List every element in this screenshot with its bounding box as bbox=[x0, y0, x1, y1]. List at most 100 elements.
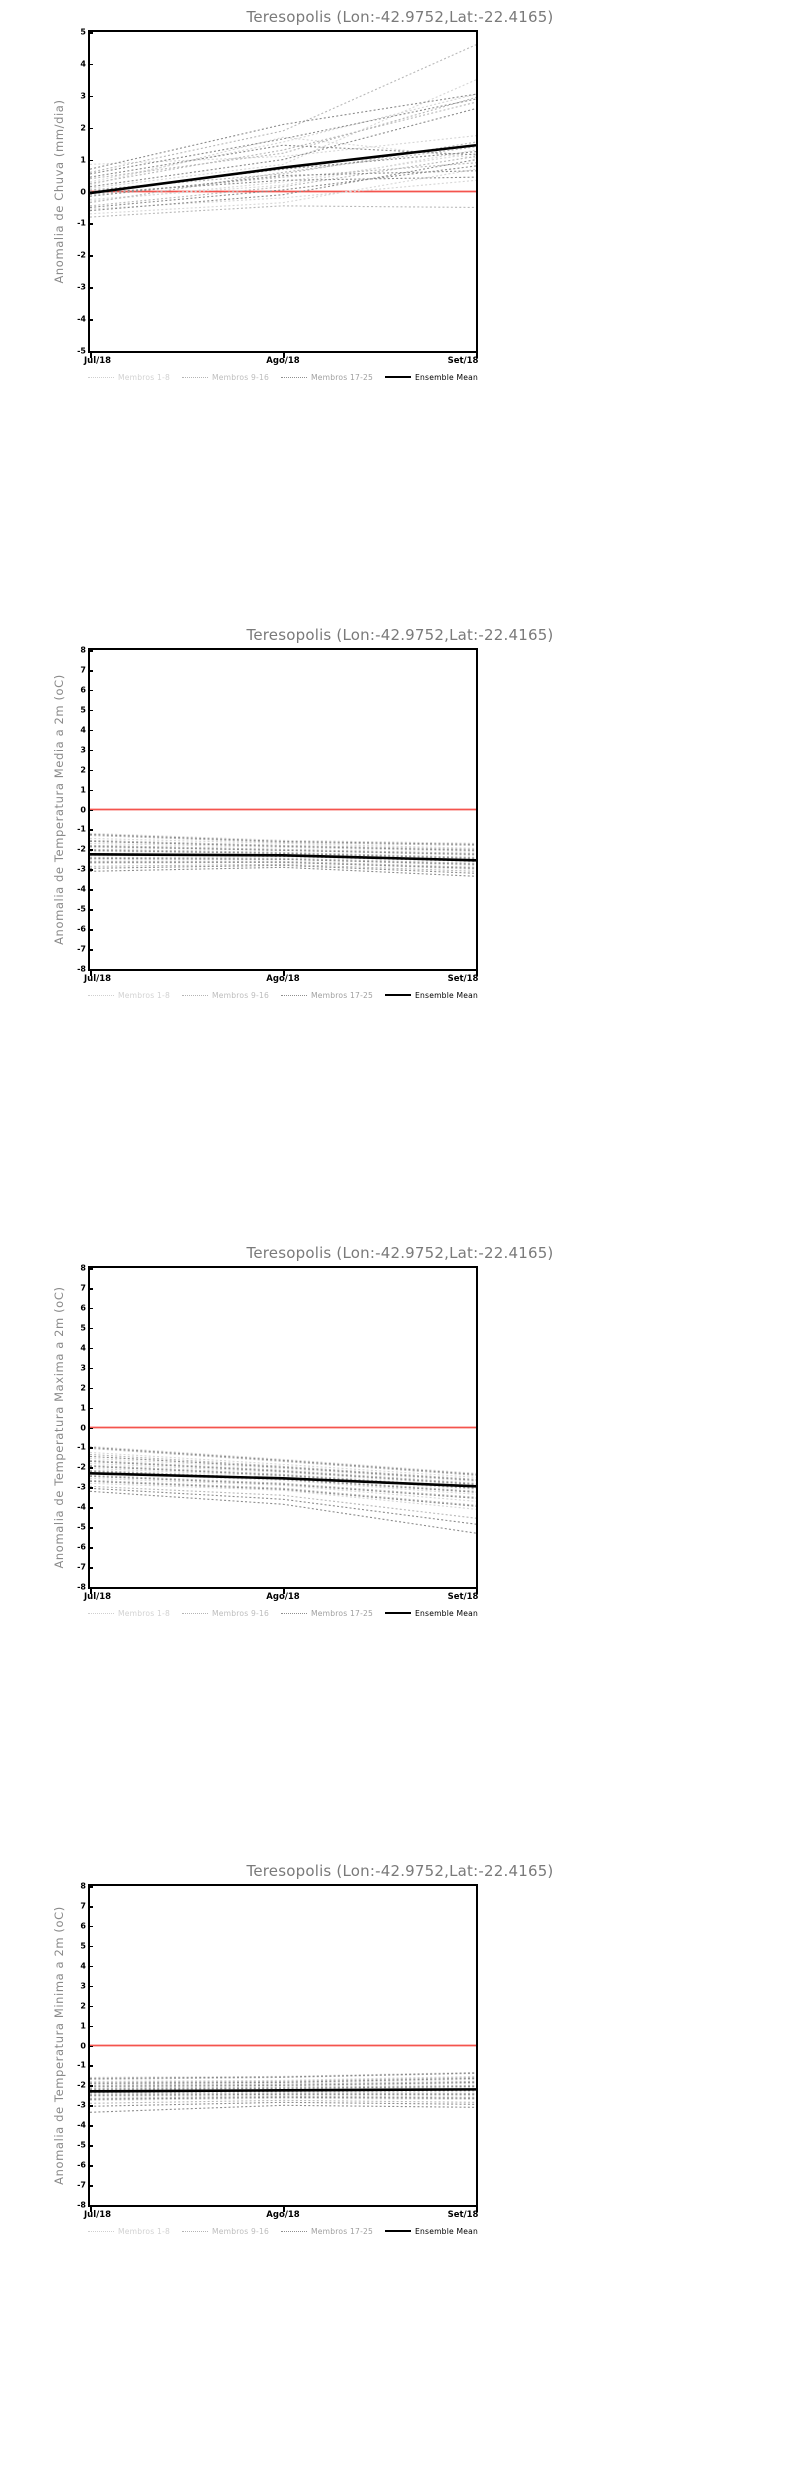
member-line bbox=[90, 1462, 476, 1486]
y-tick-mark bbox=[88, 949, 93, 951]
series-canvas bbox=[90, 808, 476, 877]
member-line bbox=[90, 2090, 476, 2094]
y-tick-label: -5 bbox=[77, 904, 86, 914]
member-line bbox=[90, 1459, 476, 1484]
y-tick-mark bbox=[88, 95, 93, 98]
legend-swatch-icon bbox=[281, 1612, 307, 1614]
y-tick-label: 3 bbox=[80, 745, 86, 755]
y-tick-mark bbox=[88, 1507, 93, 1509]
member-line bbox=[90, 205, 476, 218]
legend-item[interactable]: Membros 9-16 bbox=[181, 1609, 269, 1618]
y-tick-label: 3 bbox=[80, 1981, 86, 1991]
legend-label: Ensemble Mean bbox=[415, 372, 478, 382]
y-tick-mark bbox=[88, 1287, 93, 1290]
y-axis-ticks: -8 -7 -6 -5 -4 -3 -2 -1 0 1 2 3 4 5 6 7 8 bbox=[68, 646, 86, 974]
member-line bbox=[90, 155, 476, 207]
member-line bbox=[90, 863, 476, 872]
y-tick-mark bbox=[88, 1307, 93, 1310]
y-tick-label: -5 bbox=[77, 346, 86, 356]
legend-label: Membros 9-16 bbox=[211, 990, 270, 1000]
y-tick-mark bbox=[88, 1547, 93, 1549]
y-tick-mark bbox=[88, 1367, 93, 1370]
y-tick-mark bbox=[88, 1945, 93, 1948]
y-tick-label: 5 bbox=[80, 1323, 86, 1333]
y-axis-title: Anomalia de Chuva (mm/dia) bbox=[52, 99, 66, 284]
legend-label: Ensemble Mean bbox=[415, 990, 478, 1000]
x-tick-label: Set/18 bbox=[447, 2210, 479, 2220]
legend-item[interactable]: Membros 17-25 bbox=[281, 1609, 373, 1618]
y-tick-mark bbox=[88, 769, 93, 772]
legend-item[interactable]: Membros 17-25 bbox=[281, 2227, 373, 2236]
y-tick-mark bbox=[88, 2005, 93, 2008]
legend-item[interactable]: Membros 17-25 bbox=[281, 373, 373, 382]
legend-item[interactable]: Membros 1-8 bbox=[88, 373, 170, 382]
x-tick-label: Set/18 bbox=[447, 1592, 479, 1602]
plot-inner bbox=[90, 1268, 476, 1587]
member-line bbox=[90, 146, 476, 204]
x-axis-ticks: Jul/18 Ago/18 Set/18 bbox=[84, 974, 478, 988]
x-tick-label: Set/18 bbox=[447, 356, 479, 366]
x-tick-label: Jul/18 bbox=[84, 2210, 112, 2220]
y-tick-label: 3 bbox=[80, 1363, 86, 1373]
legend-item[interactable]: Ensemble Mean bbox=[385, 991, 478, 1000]
member-line bbox=[90, 44, 476, 173]
y-tick-label: 1 bbox=[80, 785, 86, 795]
y-tick-mark bbox=[88, 2105, 93, 2107]
y-tick-label: 4 bbox=[80, 1343, 86, 1353]
y-axis-ticks: -8 -7 -6 -5 -4 -3 -2 -1 0 1 2 3 4 5 6 7 8 bbox=[68, 1882, 86, 2210]
legend-item[interactable]: Membros 1-8 bbox=[88, 2227, 170, 2236]
y-tick-mark bbox=[88, 2045, 93, 2048]
legend-item[interactable]: Membros 9-16 bbox=[181, 373, 269, 382]
member-line bbox=[90, 1457, 476, 1482]
y-tick-label: 5 bbox=[80, 1941, 86, 1951]
series-canvas bbox=[90, 2044, 476, 2113]
x-tick-mark bbox=[476, 971, 478, 976]
legend-item[interactable]: Ensemble Mean bbox=[385, 2227, 478, 2236]
legend-swatch-icon bbox=[88, 1612, 114, 1614]
legend-label: Membros 17-25 bbox=[311, 1608, 374, 1618]
member-line bbox=[90, 93, 476, 170]
legend-item[interactable]: Membros 1-8 bbox=[88, 991, 170, 1000]
y-tick-label: 8 bbox=[80, 1263, 86, 1273]
y-tick-mark bbox=[88, 1427, 93, 1430]
y-tick-mark bbox=[88, 1527, 93, 1529]
legend-label: Membros 17-25 bbox=[311, 2226, 374, 2236]
member-line bbox=[90, 2076, 476, 2083]
legend-item[interactable]: Membros 1-8 bbox=[88, 1609, 170, 1618]
legend-label: Membros 1-8 bbox=[118, 2226, 171, 2236]
y-tick-mark bbox=[88, 1587, 93, 1589]
member-line bbox=[90, 2093, 476, 2096]
x-axis-ticks: Jul/18 Ago/18 Set/18 bbox=[84, 356, 479, 370]
plot-inner bbox=[90, 1886, 476, 2205]
member-line bbox=[90, 2078, 476, 2085]
x-tick-mark bbox=[476, 2207, 478, 2212]
legend-swatch-icon bbox=[181, 376, 208, 378]
legend-label: Ensemble Mean bbox=[415, 2226, 478, 2236]
member-line bbox=[90, 165, 476, 208]
member-line bbox=[90, 2075, 476, 2082]
legend-item[interactable]: Membros 9-16 bbox=[181, 990, 270, 1000]
legend-item[interactable]: Ensemble Mean bbox=[385, 373, 478, 382]
x-tick-mark bbox=[283, 2207, 285, 2212]
member-line bbox=[90, 840, 476, 851]
y-tick-mark bbox=[88, 63, 93, 66]
legend: Membros 1-8 Membros 9-16 Membros 17-25 Ense… bbox=[88, 370, 478, 384]
legend: Membros 1-8 Membros 9-16 Membros 17-25 Ense… bbox=[88, 1606, 478, 1620]
member-line bbox=[90, 1447, 476, 1476]
member-line bbox=[90, 2085, 476, 2090]
y-tick-mark bbox=[88, 319, 93, 321]
y-tick-label: 1 bbox=[80, 1403, 86, 1413]
member-line bbox=[90, 1490, 476, 1534]
legend-item[interactable]: Membros 9-16 bbox=[181, 2227, 269, 2236]
legend-item[interactable]: Membros 17-25 bbox=[281, 991, 373, 1000]
y-tick-label: 0 bbox=[80, 187, 86, 196]
member-line bbox=[90, 2071, 476, 2078]
y-tick-label: 5 bbox=[80, 705, 86, 715]
legend-label: Membros 1-8 bbox=[118, 990, 171, 1000]
legend-swatch-icon bbox=[385, 2230, 412, 2232]
legend-swatch-icon bbox=[181, 1612, 208, 1614]
member-line bbox=[90, 844, 476, 854]
legend-item[interactable]: Ensemble Mean bbox=[385, 1609, 478, 1618]
y-tick-mark bbox=[88, 909, 93, 911]
y-tick-label: 1 bbox=[80, 155, 86, 165]
